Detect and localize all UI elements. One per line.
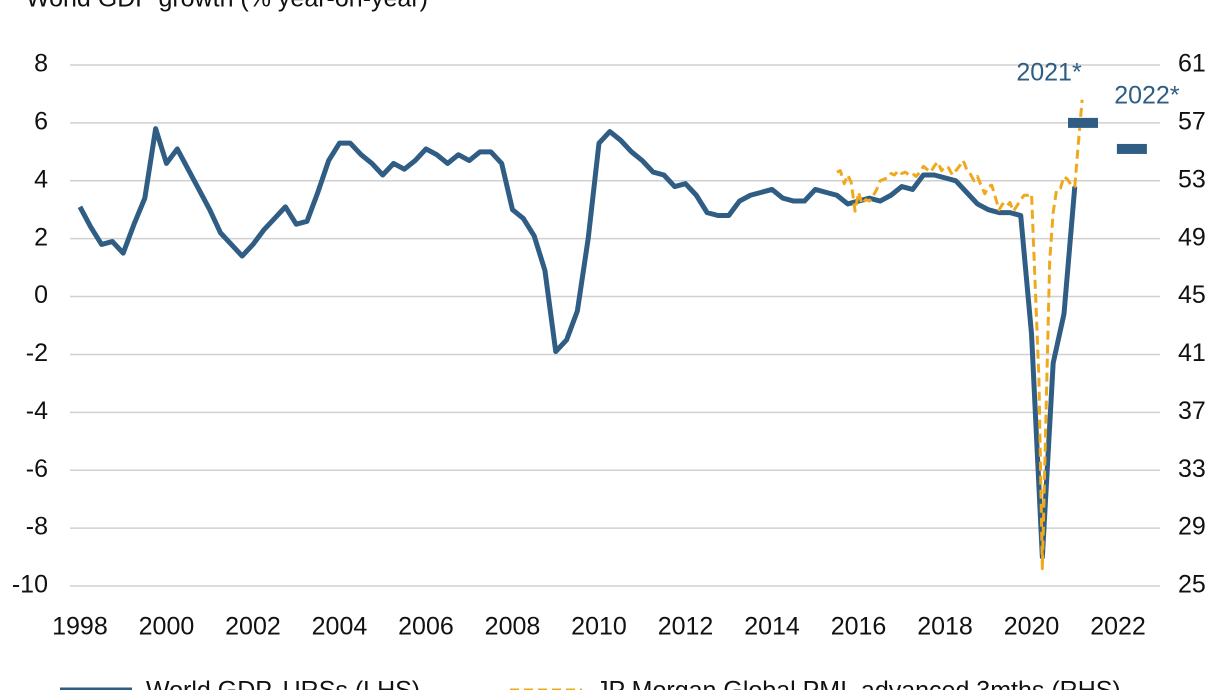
y-tick-label: 0 [34, 281, 48, 309]
y-tick-label: -10 [12, 571, 48, 599]
x-tick-label: 2008 [485, 613, 541, 641]
x-tick-label: 1998 [52, 613, 108, 641]
y-tick-label: 4 [34, 165, 48, 193]
y-tick-label: -8 [26, 513, 48, 541]
y2-tick-label: 45 [1178, 281, 1206, 309]
forecast-label: 2021* [1016, 59, 1082, 87]
y2-tick-label: 49 [1178, 223, 1206, 251]
series-line [77, 126, 1078, 560]
legend-label: World GDP, URSs (LHS) [146, 677, 420, 690]
y2-tick-label: 61 [1178, 50, 1206, 78]
forecast-marker [1068, 117, 1099, 128]
x-tick-label: 2022 [1090, 613, 1146, 641]
x-tick-label: 2020 [1004, 613, 1060, 641]
x-tick-label: 2014 [744, 613, 800, 641]
x-tick-label: 2012 [658, 613, 714, 641]
y2-tick-label: 33 [1178, 455, 1206, 483]
x-tick-label: 2002 [225, 613, 281, 641]
forecast-marker [1116, 143, 1147, 154]
x-tick-label: 2016 [831, 613, 887, 641]
x-tick-label: 2010 [571, 613, 627, 641]
y2-tick-label: 25 [1178, 571, 1206, 599]
x-tick-label: 2000 [139, 613, 195, 641]
x-tick-label: 2004 [312, 613, 368, 641]
y2-tick-label: 37 [1178, 397, 1206, 425]
legend-label: JP Morgan Global PMI, advanced 3mths (RH… [596, 677, 1121, 690]
y-tick-label: -2 [26, 339, 48, 367]
x-tick-label: 2006 [398, 613, 454, 641]
y-tick-label: -6 [26, 455, 48, 483]
y2-tick-label: 57 [1178, 107, 1206, 135]
x-tick-label: 2018 [917, 613, 973, 641]
forecast-label: 2022* [1114, 82, 1180, 110]
series-line [836, 99, 1084, 571]
y2-tick-label: 29 [1178, 513, 1206, 541]
y2-tick-label: 53 [1178, 165, 1206, 193]
y-tick-label: 2 [34, 223, 48, 251]
chart-title: World GDP growth (% year-on-year) [26, 0, 428, 13]
y-tick-label: 8 [34, 50, 48, 78]
y-tick-label: 6 [34, 107, 48, 135]
y-tick-label: -4 [26, 397, 48, 425]
y2-tick-label: 41 [1178, 339, 1206, 367]
